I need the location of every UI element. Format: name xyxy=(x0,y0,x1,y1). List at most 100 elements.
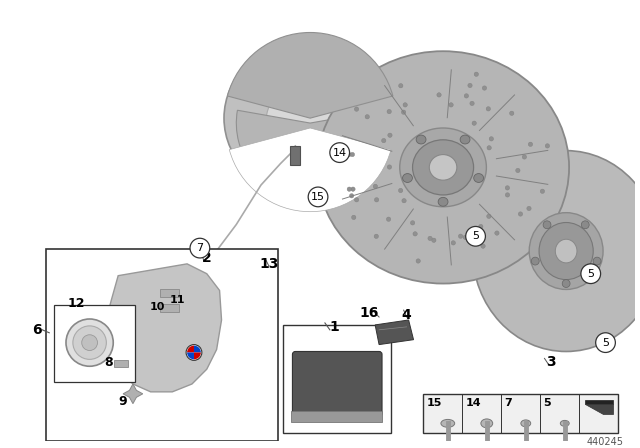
Ellipse shape xyxy=(317,51,569,284)
Circle shape xyxy=(596,333,616,353)
Ellipse shape xyxy=(543,221,551,229)
Text: 11: 11 xyxy=(170,295,185,305)
Text: 5: 5 xyxy=(543,398,551,408)
Ellipse shape xyxy=(529,213,603,289)
Ellipse shape xyxy=(460,135,470,144)
Circle shape xyxy=(401,110,406,114)
Text: 7: 7 xyxy=(504,398,512,408)
Circle shape xyxy=(403,103,407,107)
Circle shape xyxy=(428,236,432,241)
Circle shape xyxy=(466,226,485,246)
Wedge shape xyxy=(236,110,384,197)
Ellipse shape xyxy=(531,257,539,265)
Circle shape xyxy=(516,168,520,172)
Circle shape xyxy=(486,107,490,111)
Circle shape xyxy=(432,238,436,242)
Ellipse shape xyxy=(472,151,640,352)
Ellipse shape xyxy=(403,173,412,182)
Circle shape xyxy=(373,184,378,189)
Text: 6: 6 xyxy=(31,323,41,337)
Circle shape xyxy=(308,187,328,207)
Ellipse shape xyxy=(413,140,474,195)
Ellipse shape xyxy=(441,419,454,427)
Circle shape xyxy=(399,84,403,88)
Circle shape xyxy=(481,244,485,248)
Circle shape xyxy=(483,86,486,90)
Wedge shape xyxy=(187,353,194,359)
Polygon shape xyxy=(585,400,612,404)
Circle shape xyxy=(416,259,420,263)
Text: 15: 15 xyxy=(426,398,442,408)
Ellipse shape xyxy=(429,155,457,180)
Circle shape xyxy=(458,234,463,238)
Circle shape xyxy=(413,232,417,236)
Circle shape xyxy=(347,152,351,157)
Circle shape xyxy=(388,133,392,138)
Text: 12: 12 xyxy=(67,297,84,310)
Ellipse shape xyxy=(561,420,569,426)
Wedge shape xyxy=(194,345,201,353)
Circle shape xyxy=(399,188,403,193)
Circle shape xyxy=(355,198,359,202)
Circle shape xyxy=(505,186,509,190)
Circle shape xyxy=(449,103,453,107)
Circle shape xyxy=(451,241,456,245)
Circle shape xyxy=(355,107,358,111)
FancyBboxPatch shape xyxy=(46,249,278,441)
Text: 16: 16 xyxy=(360,306,379,320)
Ellipse shape xyxy=(400,128,486,207)
Circle shape xyxy=(374,198,379,202)
Circle shape xyxy=(463,235,467,240)
Text: 8: 8 xyxy=(104,356,113,369)
Ellipse shape xyxy=(556,239,577,263)
Circle shape xyxy=(410,221,415,225)
Circle shape xyxy=(387,109,391,114)
FancyBboxPatch shape xyxy=(159,304,179,312)
Polygon shape xyxy=(123,384,143,404)
Ellipse shape xyxy=(474,173,484,182)
FancyBboxPatch shape xyxy=(54,305,135,382)
Text: 9: 9 xyxy=(119,395,127,408)
Circle shape xyxy=(518,212,523,216)
Circle shape xyxy=(487,146,492,150)
FancyBboxPatch shape xyxy=(159,289,179,297)
Circle shape xyxy=(472,121,476,125)
Polygon shape xyxy=(585,404,612,414)
Polygon shape xyxy=(106,264,221,392)
Ellipse shape xyxy=(438,198,448,206)
FancyBboxPatch shape xyxy=(291,146,300,165)
Circle shape xyxy=(522,155,527,159)
Text: 1: 1 xyxy=(330,320,340,334)
Text: 10: 10 xyxy=(150,302,165,312)
Circle shape xyxy=(365,115,369,119)
Text: 14: 14 xyxy=(465,398,481,408)
Circle shape xyxy=(528,142,532,146)
Circle shape xyxy=(347,187,351,191)
Circle shape xyxy=(527,207,531,211)
Circle shape xyxy=(374,234,378,238)
Circle shape xyxy=(581,264,600,284)
Circle shape xyxy=(330,143,349,163)
Text: 13: 13 xyxy=(259,257,278,271)
Polygon shape xyxy=(375,320,413,345)
Circle shape xyxy=(387,165,392,169)
FancyBboxPatch shape xyxy=(114,360,128,367)
Text: 5: 5 xyxy=(472,231,479,241)
Text: 7: 7 xyxy=(196,243,204,253)
Ellipse shape xyxy=(581,221,589,229)
FancyBboxPatch shape xyxy=(283,325,391,433)
Ellipse shape xyxy=(416,135,426,144)
Text: 2: 2 xyxy=(202,251,212,265)
Ellipse shape xyxy=(521,420,531,427)
Circle shape xyxy=(509,111,514,116)
FancyBboxPatch shape xyxy=(292,352,382,417)
Circle shape xyxy=(489,137,493,141)
Wedge shape xyxy=(227,33,393,118)
Circle shape xyxy=(349,194,354,198)
Ellipse shape xyxy=(593,257,601,265)
Ellipse shape xyxy=(539,223,593,280)
Ellipse shape xyxy=(562,280,570,288)
Text: 440245: 440245 xyxy=(586,437,623,447)
Wedge shape xyxy=(229,128,391,211)
Text: 5: 5 xyxy=(602,338,609,348)
